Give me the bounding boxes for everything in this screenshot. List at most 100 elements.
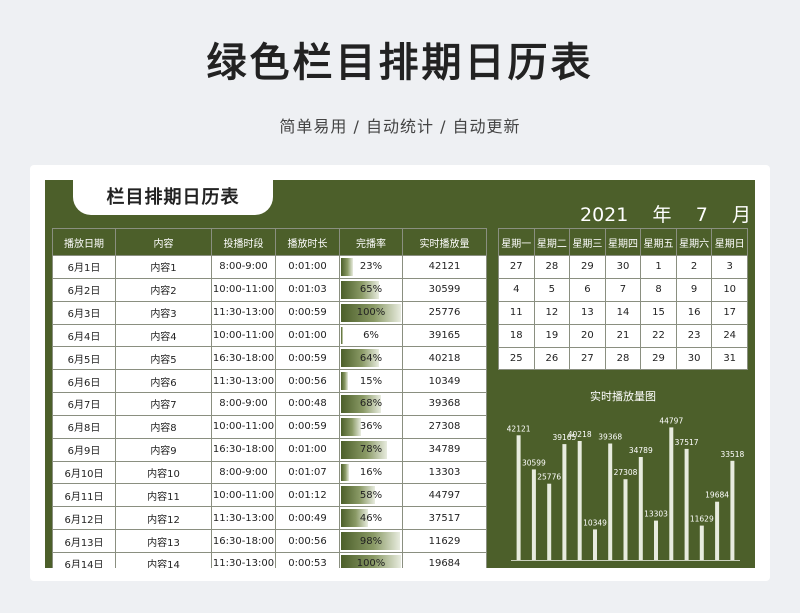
- time-slot-cell[interactable]: 8:00-9:00: [211, 460, 276, 485]
- calendar-day-cell[interactable]: 11: [498, 300, 535, 325]
- plays-cell[interactable]: 19684: [402, 551, 487, 568]
- calendar-day-cell[interactable]: 3: [711, 255, 748, 279]
- plays-cell[interactable]: 34789: [402, 437, 487, 462]
- completion-rate-cell[interactable]: 36%: [339, 414, 403, 439]
- year-value[interactable]: 2021: [580, 204, 629, 226]
- calendar-day-cell[interactable]: 13: [569, 300, 606, 325]
- date-cell[interactable]: 6月2日: [52, 277, 116, 302]
- completion-rate-cell[interactable]: 78%: [339, 437, 403, 462]
- time-slot-cell[interactable]: 10:00-11:00: [211, 414, 276, 439]
- calendar-day-cell[interactable]: 28: [604, 346, 642, 371]
- date-cell[interactable]: 6月13日: [52, 529, 116, 553]
- calendar-day-cell[interactable]: 22: [640, 323, 677, 348]
- duration-cell[interactable]: 0:00:59: [275, 346, 340, 371]
- chart-bar[interactable]: [669, 427, 674, 560]
- time-slot-cell[interactable]: 10:00-11:00: [211, 277, 276, 302]
- completion-rate-cell[interactable]: 68%: [339, 392, 403, 416]
- completion-rate-cell[interactable]: 64%: [339, 346, 403, 371]
- date-cell[interactable]: 6月5日: [52, 346, 116, 371]
- calendar-day-cell[interactable]: 29: [640, 346, 677, 371]
- date-cell[interactable]: 6月6日: [52, 369, 116, 394]
- calendar-day-cell[interactable]: 26: [533, 346, 571, 371]
- calendar-day-cell[interactable]: 1: [640, 255, 677, 279]
- plays-cell[interactable]: 13303: [402, 460, 487, 485]
- table-row[interactable]: 6月4日 内容4 10:00-11:00 0:01:00 6% 39165: [52, 323, 487, 348]
- duration-cell[interactable]: 0:00:56: [275, 529, 340, 553]
- date-cell[interactable]: 6月8日: [52, 414, 116, 439]
- time-slot-cell[interactable]: 11:30-13:00: [211, 551, 276, 568]
- calendar-day-cell[interactable]: 31: [711, 346, 748, 371]
- calendar-day-cell[interactable]: 10: [711, 277, 748, 302]
- duration-cell[interactable]: 0:01:00: [275, 323, 340, 348]
- duration-cell[interactable]: 0:00:59: [275, 414, 340, 439]
- calendar-day-cell[interactable]: 8: [640, 277, 677, 302]
- calendar-day-cell[interactable]: 21: [604, 323, 642, 348]
- calendar-day-cell[interactable]: 17: [711, 300, 748, 325]
- table-row[interactable]: 6月6日 内容6 11:30-13:00 0:00:56 15% 10349: [52, 369, 487, 394]
- chart-bar[interactable]: [730, 460, 735, 560]
- date-cell[interactable]: 6月9日: [52, 437, 116, 462]
- plays-cell[interactable]: 27308: [402, 414, 487, 439]
- time-slot-cell[interactable]: 10:00-11:00: [211, 483, 276, 508]
- calendar-day-cell[interactable]: 4: [498, 277, 535, 302]
- calendar-day-cell[interactable]: 29: [569, 255, 606, 279]
- completion-rate-cell[interactable]: 6%: [339, 323, 403, 348]
- chart-bar[interactable]: [547, 483, 552, 560]
- plays-cell[interactable]: 11629: [402, 529, 487, 553]
- chart-bar[interactable]: [577, 441, 582, 560]
- plays-cell[interactable]: 42121: [402, 255, 487, 279]
- column-header[interactable]: 播放时长: [275, 228, 340, 256]
- calendar-day-cell[interactable]: 12: [533, 300, 571, 325]
- plays-cell[interactable]: 30599: [402, 277, 487, 302]
- chart-bar[interactable]: [638, 457, 643, 560]
- chart-bar[interactable]: [684, 448, 689, 560]
- table-row[interactable]: 6月3日 内容3 11:30-13:00 0:00:59 100% 25776: [52, 300, 487, 325]
- table-row[interactable]: 6月2日 内容2 10:00-11:00 0:01:03 65% 30599: [52, 277, 487, 302]
- time-slot-cell[interactable]: 10:00-11:00: [211, 323, 276, 348]
- completion-rate-cell[interactable]: 100%: [339, 551, 403, 568]
- calendar-day-cell[interactable]: 15: [640, 300, 677, 325]
- table-row[interactable]: 6月10日 内容10 8:00-9:00 0:01:07 16% 13303: [52, 460, 487, 485]
- completion-rate-cell[interactable]: 58%: [339, 483, 403, 508]
- calendar-day-cell[interactable]: 2: [675, 255, 713, 279]
- chart-bar[interactable]: [531, 469, 536, 560]
- calendar-day-cell[interactable]: 14: [604, 300, 642, 325]
- time-slot-cell[interactable]: 11:30-13:00: [211, 300, 276, 325]
- table-row[interactable]: 6月14日 内容14 11:30-13:00 0:00:53 100% 19684: [52, 551, 487, 568]
- plays-cell[interactable]: 25776: [402, 300, 487, 325]
- completion-rate-cell[interactable]: 98%: [339, 529, 403, 553]
- duration-cell[interactable]: 0:00:48: [275, 392, 340, 416]
- calendar-day-cell[interactable]: 20: [569, 323, 606, 348]
- table-row[interactable]: 6月12日 内容12 11:30-13:00 0:00:49 46% 37517: [52, 506, 487, 531]
- content-cell[interactable]: 内容12: [115, 506, 212, 531]
- duration-cell[interactable]: 0:01:00: [275, 255, 340, 279]
- calendar-day-cell[interactable]: 6: [569, 277, 606, 302]
- content-cell[interactable]: 内容9: [115, 437, 212, 462]
- plays-cell[interactable]: 39368: [402, 392, 487, 416]
- calendar-day-cell[interactable]: 27: [498, 255, 535, 279]
- chart-bar[interactable]: [699, 525, 704, 560]
- chart-bar[interactable]: [593, 529, 597, 560]
- chart-bar[interactable]: [623, 479, 628, 560]
- date-cell[interactable]: 6月14日: [52, 551, 116, 568]
- calendar-day-cell[interactable]: 9: [675, 277, 713, 302]
- content-cell[interactable]: 内容14: [115, 551, 212, 568]
- duration-cell[interactable]: 0:00:53: [275, 551, 340, 568]
- chart-bar[interactable]: [608, 443, 613, 561]
- column-header[interactable]: 实时播放量: [402, 228, 487, 256]
- content-cell[interactable]: 内容5: [115, 346, 212, 371]
- duration-cell[interactable]: 0:01:03: [275, 277, 340, 302]
- time-slot-cell[interactable]: 11:30-13:00: [211, 369, 276, 394]
- column-header[interactable]: 内容: [115, 228, 212, 256]
- completion-rate-cell[interactable]: 15%: [339, 369, 403, 394]
- content-cell[interactable]: 内容2: [115, 277, 212, 302]
- content-cell[interactable]: 内容8: [115, 414, 212, 439]
- duration-cell[interactable]: 0:00:49: [275, 506, 340, 531]
- plays-cell[interactable]: 39165: [402, 323, 487, 348]
- table-row[interactable]: 6月5日 内容5 16:30-18:00 0:00:59 64% 40218: [52, 346, 487, 371]
- calendar-day-cell[interactable]: 27: [569, 346, 606, 371]
- content-cell[interactable]: 内容10: [115, 460, 212, 485]
- date-cell[interactable]: 6月10日: [52, 460, 116, 485]
- content-cell[interactable]: 内容6: [115, 369, 212, 394]
- date-cell[interactable]: 6月12日: [52, 506, 116, 531]
